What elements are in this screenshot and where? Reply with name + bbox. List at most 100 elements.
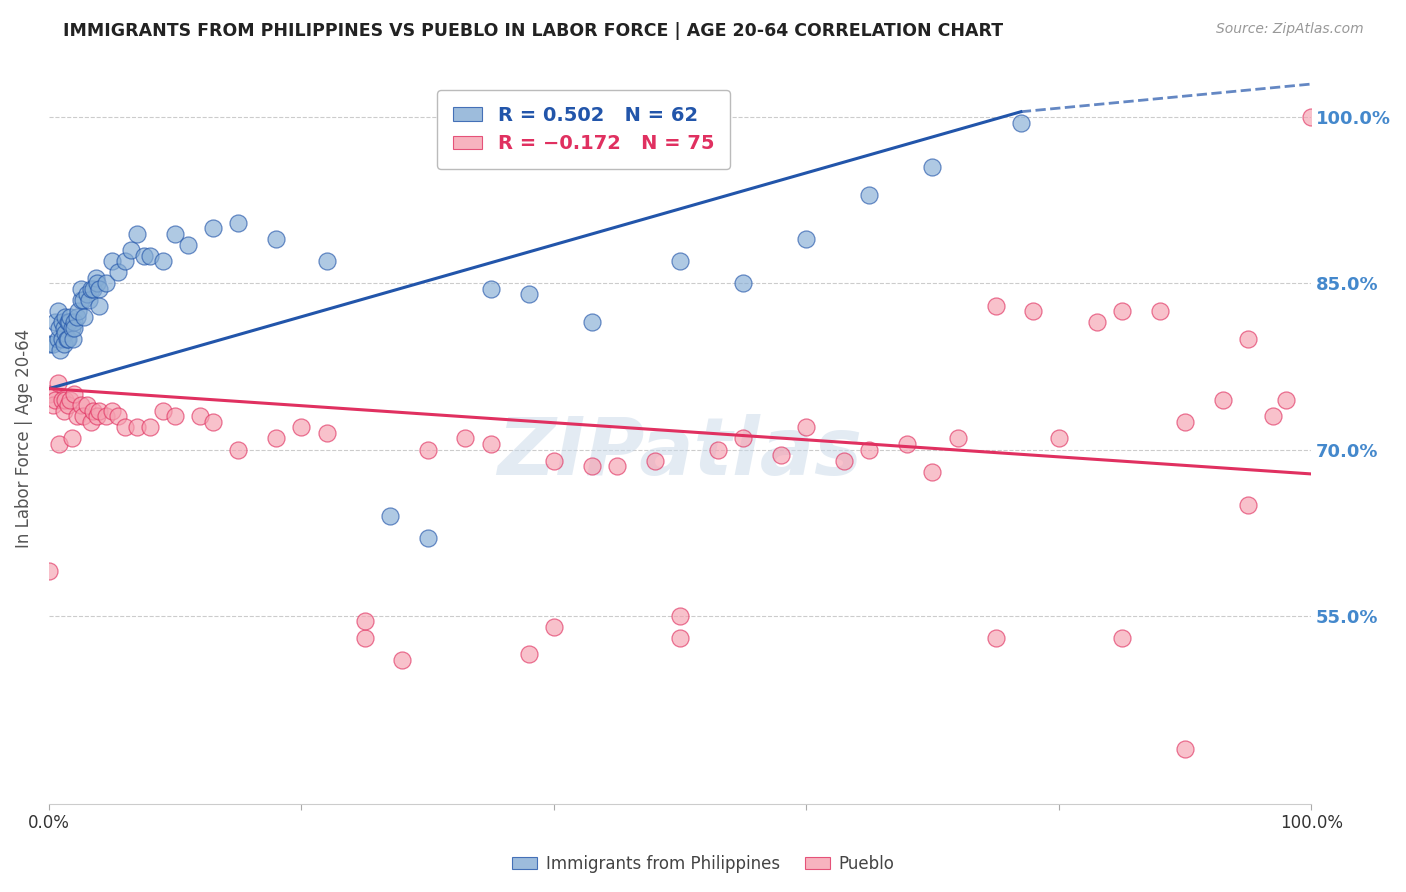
Point (479, 437, 502, 451)
Point (94, 409, 117, 424)
Point (190, 409, 212, 424)
Point (66, 310, 89, 324)
Text: Source: ZipAtlas.com: Source: ZipAtlas.com (1216, 22, 1364, 37)
Point (53, 404, 76, 418)
Point (55, 332, 77, 346)
Point (858, 187, 880, 202)
Point (315, 254, 337, 268)
Point (202, 221, 225, 235)
Point (86, 409, 108, 424)
Point (56, 398, 79, 412)
Text: ZIPatlas: ZIPatlas (498, 414, 862, 492)
Point (479, 282, 502, 296)
Point (73, 310, 96, 324)
Point (42, 398, 65, 412)
Point (60, 320, 83, 334)
Point (55, 310, 77, 324)
Point (165, 227, 187, 241)
Point (264, 232, 287, 246)
Point (984, 299, 1007, 313)
Point (896, 437, 918, 451)
Point (82, 282, 104, 296)
Point (832, 453, 855, 467)
Point (51, 332, 73, 346)
Point (63, 387, 86, 401)
Point (51, 315, 73, 329)
Point (69, 293, 91, 307)
Point (794, 420, 817, 434)
Point (120, 243, 142, 257)
Point (94, 277, 117, 291)
Point (58, 315, 80, 329)
Point (353, 614, 375, 628)
Point (1237, 332, 1260, 346)
Point (264, 432, 287, 446)
Point (63, 315, 86, 329)
Point (48, 320, 70, 334)
Point (42, 337, 65, 351)
Point (177, 237, 200, 252)
Point (669, 608, 692, 623)
Point (644, 453, 666, 467)
Point (378, 508, 401, 523)
Point (48, 437, 70, 451)
Point (38, 387, 60, 401)
Point (1010, 116, 1032, 130)
Point (107, 409, 129, 424)
Point (38, 565, 60, 579)
Point (165, 409, 187, 424)
Point (733, 277, 755, 291)
Text: IMMIGRANTS FROM PHILIPPINES VS PUEBLO IN LABOR FORCE | AGE 20-64 CORRELATION CHA: IMMIGRANTS FROM PHILIPPINES VS PUEBLO IN… (63, 22, 1004, 40)
Point (51, 392, 73, 407)
Point (921, 160, 943, 174)
Point (226, 442, 249, 457)
Point (63, 320, 86, 334)
Point (114, 420, 136, 434)
Point (1047, 432, 1070, 446)
Point (44, 392, 66, 407)
Point (543, 620, 565, 634)
Point (114, 254, 136, 268)
Point (53, 320, 76, 334)
Point (66, 304, 89, 318)
Point (79, 293, 101, 307)
Point (56, 315, 79, 329)
Point (72, 409, 94, 424)
Point (152, 404, 174, 418)
Point (1022, 304, 1045, 318)
Point (72, 293, 94, 307)
Point (353, 631, 375, 645)
Point (1301, 110, 1323, 124)
Point (669, 631, 692, 645)
Point (1111, 304, 1133, 318)
Point (59, 310, 82, 324)
Point (1237, 498, 1260, 512)
Point (89, 282, 111, 296)
Point (416, 442, 439, 457)
Point (921, 465, 943, 479)
Point (62, 332, 84, 346)
Point (59, 392, 82, 407)
Point (46, 376, 69, 390)
Point (707, 442, 730, 457)
Point (733, 432, 755, 446)
Point (202, 415, 225, 429)
Legend: R = 0.502   N = 62, R = −0.172   N = 75: R = 0.502 N = 62, R = −0.172 N = 75 (437, 90, 730, 169)
Point (84, 271, 107, 285)
Point (89, 404, 111, 418)
Point (46, 304, 69, 318)
Point (107, 265, 129, 279)
Point (1111, 631, 1133, 645)
Point (56, 332, 79, 346)
Point (101, 254, 124, 268)
Point (517, 648, 540, 662)
Point (581, 315, 603, 329)
Point (1174, 415, 1197, 429)
Point (1174, 741, 1197, 756)
Point (82, 404, 104, 418)
Point (132, 249, 155, 263)
Point (769, 448, 792, 462)
Point (517, 287, 540, 301)
Point (581, 459, 603, 474)
Point (858, 442, 880, 457)
